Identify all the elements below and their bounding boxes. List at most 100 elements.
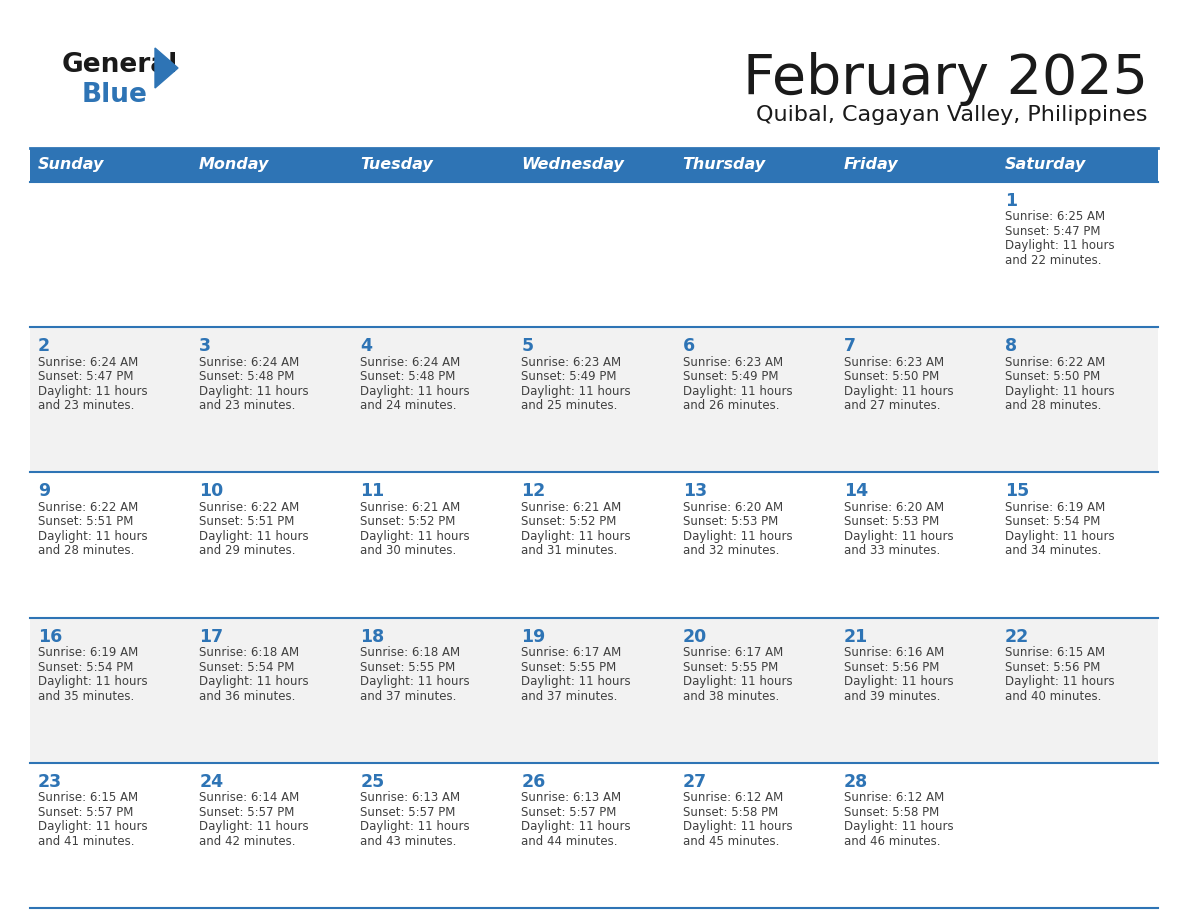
Text: and 23 minutes.: and 23 minutes. <box>38 399 134 412</box>
Text: Sunset: 5:47 PM: Sunset: 5:47 PM <box>38 370 133 383</box>
Text: Daylight: 11 hours: Daylight: 11 hours <box>200 385 309 397</box>
Text: Sunrise: 6:13 AM: Sunrise: 6:13 AM <box>360 791 461 804</box>
Text: and 36 minutes.: and 36 minutes. <box>200 689 296 702</box>
Text: and 28 minutes.: and 28 minutes. <box>38 544 134 557</box>
Text: and 26 minutes.: and 26 minutes. <box>683 399 779 412</box>
Text: and 39 minutes.: and 39 minutes. <box>843 689 940 702</box>
Text: 19: 19 <box>522 628 545 645</box>
Text: Sunset: 5:54 PM: Sunset: 5:54 PM <box>200 661 295 674</box>
Text: Sunset: 5:48 PM: Sunset: 5:48 PM <box>200 370 295 383</box>
Text: Daylight: 11 hours: Daylight: 11 hours <box>360 530 470 543</box>
Text: and 30 minutes.: and 30 minutes. <box>360 544 456 557</box>
Text: Sunrise: 6:19 AM: Sunrise: 6:19 AM <box>1005 501 1105 514</box>
Text: Sunrise: 6:24 AM: Sunrise: 6:24 AM <box>360 355 461 369</box>
Text: and 37 minutes.: and 37 minutes. <box>522 689 618 702</box>
Bar <box>997 148 1158 182</box>
Text: 2: 2 <box>38 337 50 355</box>
Text: Daylight: 11 hours: Daylight: 11 hours <box>683 821 792 834</box>
Text: Daylight: 11 hours: Daylight: 11 hours <box>38 385 147 397</box>
Bar <box>513 148 675 182</box>
Text: 20: 20 <box>683 628 707 645</box>
Text: 25: 25 <box>360 773 385 790</box>
Text: February 2025: February 2025 <box>742 52 1148 106</box>
Text: 24: 24 <box>200 773 223 790</box>
Text: 21: 21 <box>843 628 868 645</box>
Text: Blue: Blue <box>82 82 147 108</box>
Text: Sunrise: 6:12 AM: Sunrise: 6:12 AM <box>843 791 944 804</box>
Text: Sunset: 5:58 PM: Sunset: 5:58 PM <box>843 806 939 819</box>
Text: and 35 minutes.: and 35 minutes. <box>38 689 134 702</box>
Bar <box>835 148 997 182</box>
Text: Sunrise: 6:20 AM: Sunrise: 6:20 AM <box>843 501 943 514</box>
Text: and 23 minutes.: and 23 minutes. <box>200 399 296 412</box>
Text: Daylight: 11 hours: Daylight: 11 hours <box>360 675 470 688</box>
Text: Sunset: 5:57 PM: Sunset: 5:57 PM <box>200 806 295 819</box>
Text: Daylight: 11 hours: Daylight: 11 hours <box>38 821 147 834</box>
Bar <box>191 148 353 182</box>
Text: 17: 17 <box>200 628 223 645</box>
Text: and 28 minutes.: and 28 minutes. <box>1005 399 1101 412</box>
Text: Sunrise: 6:18 AM: Sunrise: 6:18 AM <box>200 646 299 659</box>
Text: Sunset: 5:57 PM: Sunset: 5:57 PM <box>360 806 456 819</box>
Bar <box>675 148 835 182</box>
Text: Daylight: 11 hours: Daylight: 11 hours <box>200 675 309 688</box>
Text: 28: 28 <box>843 773 868 790</box>
Polygon shape <box>154 48 178 88</box>
Text: Sunrise: 6:22 AM: Sunrise: 6:22 AM <box>1005 355 1105 369</box>
Text: Daylight: 11 hours: Daylight: 11 hours <box>38 530 147 543</box>
Text: Sunrise: 6:14 AM: Sunrise: 6:14 AM <box>200 791 299 804</box>
Text: Sunset: 5:57 PM: Sunset: 5:57 PM <box>38 806 133 819</box>
Text: Daylight: 11 hours: Daylight: 11 hours <box>522 821 631 834</box>
Text: and 41 minutes.: and 41 minutes. <box>38 834 134 848</box>
Text: and 32 minutes.: and 32 minutes. <box>683 544 779 557</box>
Text: Sunrise: 6:25 AM: Sunrise: 6:25 AM <box>1005 210 1105 223</box>
Text: 16: 16 <box>38 628 62 645</box>
Text: Sunset: 5:57 PM: Sunset: 5:57 PM <box>522 806 617 819</box>
Text: Sunset: 5:56 PM: Sunset: 5:56 PM <box>843 661 939 674</box>
Text: 3: 3 <box>200 337 211 355</box>
Text: and 22 minutes.: and 22 minutes. <box>1005 254 1101 267</box>
Text: 6: 6 <box>683 337 695 355</box>
Text: Sunrise: 6:22 AM: Sunrise: 6:22 AM <box>38 501 138 514</box>
Text: 5: 5 <box>522 337 533 355</box>
Text: and 37 minutes.: and 37 minutes. <box>360 689 456 702</box>
Text: 22: 22 <box>1005 628 1029 645</box>
Text: and 27 minutes.: and 27 minutes. <box>843 399 940 412</box>
Text: 23: 23 <box>38 773 62 790</box>
Text: Thursday: Thursday <box>683 158 766 173</box>
Text: and 25 minutes.: and 25 minutes. <box>522 399 618 412</box>
Text: Sunset: 5:50 PM: Sunset: 5:50 PM <box>843 370 939 383</box>
Text: Sunrise: 6:17 AM: Sunrise: 6:17 AM <box>683 646 783 659</box>
Text: Wednesday: Wednesday <box>522 158 625 173</box>
Text: Sunrise: 6:19 AM: Sunrise: 6:19 AM <box>38 646 138 659</box>
Text: Sunrise: 6:15 AM: Sunrise: 6:15 AM <box>1005 646 1105 659</box>
Text: Sunrise: 6:13 AM: Sunrise: 6:13 AM <box>522 791 621 804</box>
Text: Daylight: 11 hours: Daylight: 11 hours <box>683 530 792 543</box>
Text: Daylight: 11 hours: Daylight: 11 hours <box>38 675 147 688</box>
Text: Sunset: 5:53 PM: Sunset: 5:53 PM <box>843 515 939 529</box>
Text: 26: 26 <box>522 773 545 790</box>
Text: Daylight: 11 hours: Daylight: 11 hours <box>1005 385 1114 397</box>
Text: Daylight: 11 hours: Daylight: 11 hours <box>200 821 309 834</box>
Text: Quibal, Cagayan Valley, Philippines: Quibal, Cagayan Valley, Philippines <box>757 105 1148 125</box>
Bar <box>30 182 1158 327</box>
Text: Sunset: 5:53 PM: Sunset: 5:53 PM <box>683 515 778 529</box>
Text: and 31 minutes.: and 31 minutes. <box>522 544 618 557</box>
Text: Sunset: 5:52 PM: Sunset: 5:52 PM <box>522 515 617 529</box>
Text: Sunset: 5:54 PM: Sunset: 5:54 PM <box>1005 515 1100 529</box>
Text: Sunset: 5:49 PM: Sunset: 5:49 PM <box>683 370 778 383</box>
Text: 1: 1 <box>1005 192 1017 210</box>
Text: and 42 minutes.: and 42 minutes. <box>200 834 296 848</box>
Text: Daylight: 11 hours: Daylight: 11 hours <box>522 530 631 543</box>
Bar <box>353 148 513 182</box>
Text: Daylight: 11 hours: Daylight: 11 hours <box>683 675 792 688</box>
Text: Daylight: 11 hours: Daylight: 11 hours <box>683 385 792 397</box>
Text: Daylight: 11 hours: Daylight: 11 hours <box>1005 240 1114 252</box>
Text: Sunrise: 6:20 AM: Sunrise: 6:20 AM <box>683 501 783 514</box>
Text: Sunrise: 6:23 AM: Sunrise: 6:23 AM <box>522 355 621 369</box>
Text: and 40 minutes.: and 40 minutes. <box>1005 689 1101 702</box>
Text: Sunrise: 6:23 AM: Sunrise: 6:23 AM <box>843 355 943 369</box>
Text: 18: 18 <box>360 628 385 645</box>
Text: 10: 10 <box>200 482 223 500</box>
Text: Sunrise: 6:22 AM: Sunrise: 6:22 AM <box>200 501 299 514</box>
